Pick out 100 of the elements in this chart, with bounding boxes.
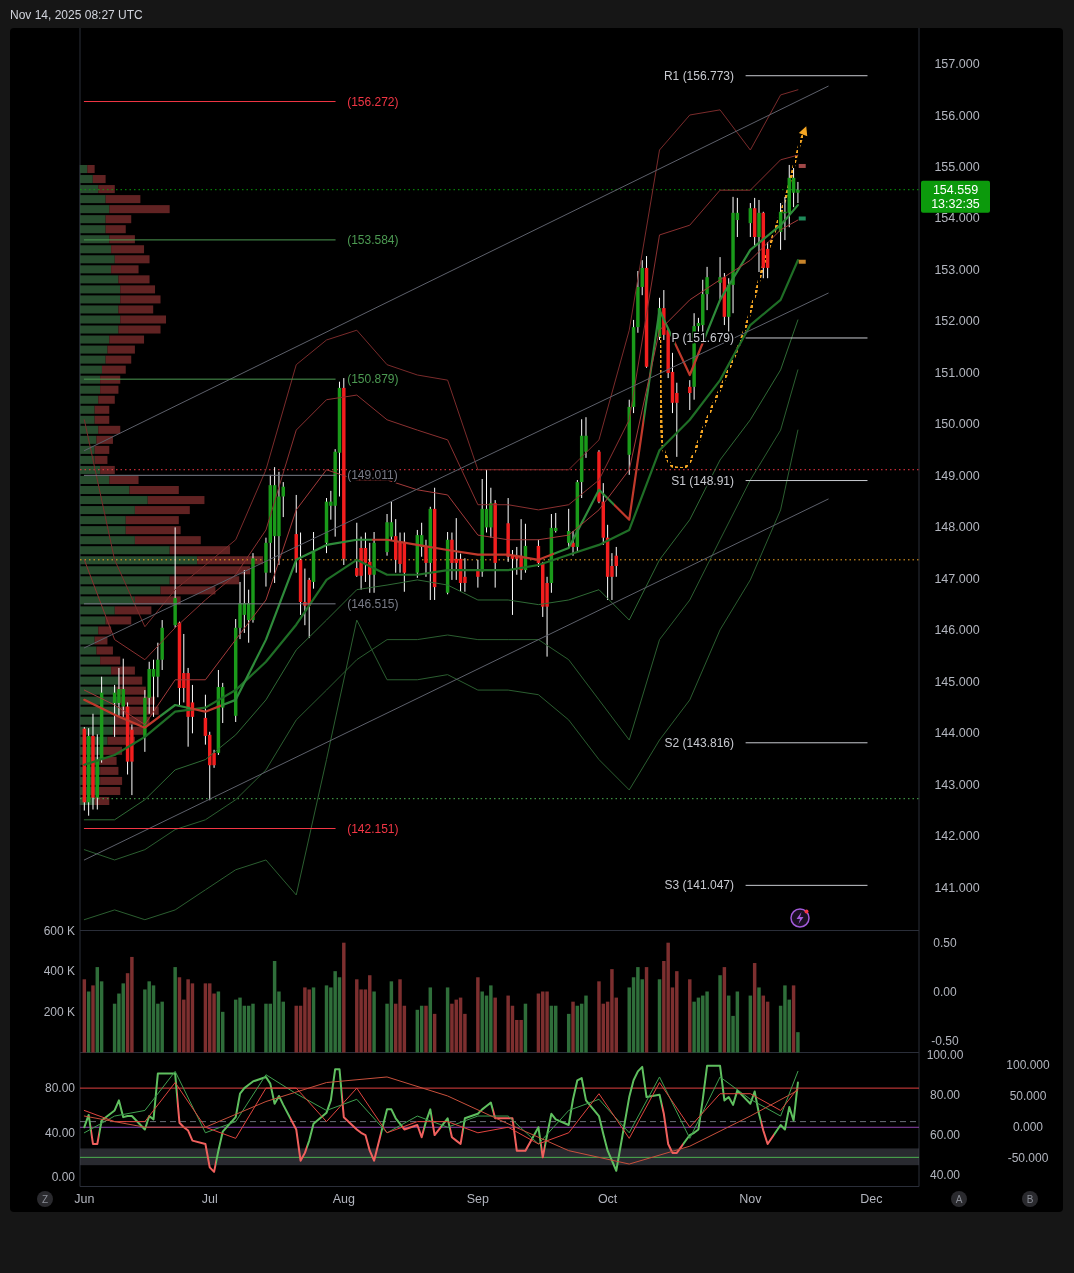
bar xyxy=(98,786,121,795)
bar xyxy=(80,205,110,214)
bar xyxy=(480,991,484,1053)
x-tick-label: Jun xyxy=(74,1192,95,1206)
bar xyxy=(92,175,106,184)
bar xyxy=(636,967,640,1053)
bar xyxy=(238,997,242,1053)
text: Nov 14, 2025 08:27 UTC xyxy=(10,8,144,22)
y-tick-label: 142.000 xyxy=(934,829,980,844)
bar xyxy=(796,1032,800,1053)
y-tick-label: 147.000 xyxy=(934,571,980,586)
y3-tick-label: 50.000 xyxy=(1009,1089,1047,1104)
round-button: A xyxy=(951,1191,967,1207)
line-series xyxy=(83,1064,799,1173)
y-tick-label: 157.000 xyxy=(934,57,980,72)
bar xyxy=(105,355,132,364)
bar xyxy=(80,165,88,174)
series-label: S3 (141.047) xyxy=(664,878,735,893)
bar xyxy=(80,345,108,354)
line-series xyxy=(83,154,799,661)
bar xyxy=(692,1001,696,1053)
bar xyxy=(80,536,135,545)
x-tick-label: Oct xyxy=(597,1192,618,1206)
bar xyxy=(80,385,101,394)
y2-tick-label: 60.00 xyxy=(929,1128,961,1143)
bar xyxy=(130,956,134,1053)
candlestick xyxy=(355,522,359,578)
y3-tick-label: -50.000 xyxy=(1007,1151,1049,1166)
bar xyxy=(80,295,121,304)
bar xyxy=(80,305,119,314)
bar xyxy=(118,305,154,314)
bar xyxy=(666,942,670,1053)
bar xyxy=(80,425,99,434)
bar xyxy=(129,486,179,495)
bar xyxy=(80,355,106,364)
x-tick-label: Aug xyxy=(332,1192,355,1206)
bar xyxy=(94,445,110,454)
bar xyxy=(175,566,251,575)
y-tick-label: 600 K xyxy=(43,923,75,938)
bar xyxy=(476,977,480,1053)
candlestick xyxy=(156,642,160,698)
y-tick-label: 153.000 xyxy=(934,262,980,277)
bar xyxy=(80,586,161,595)
bar xyxy=(80,285,121,294)
bar xyxy=(355,979,359,1053)
round-button: B xyxy=(1022,1191,1038,1207)
series-label: (153.584) xyxy=(347,232,399,247)
bar xyxy=(105,225,126,234)
round-button: Z xyxy=(37,1191,53,1207)
y3-tick-label: 0.000 xyxy=(1012,1120,1044,1135)
bar xyxy=(98,425,121,434)
y-tick-label: 145.000 xyxy=(934,674,980,689)
candlestick xyxy=(398,532,402,574)
bar xyxy=(80,646,97,655)
bar xyxy=(333,971,337,1053)
bar xyxy=(489,985,493,1053)
bar xyxy=(120,315,167,324)
bar xyxy=(80,546,170,555)
bar xyxy=(111,245,145,254)
bar xyxy=(98,395,115,404)
series-label: R1 (156.773) xyxy=(663,68,735,83)
bar xyxy=(186,979,190,1053)
bar xyxy=(101,365,126,374)
candlestick xyxy=(476,559,480,589)
line-series xyxy=(83,1076,799,1165)
bar xyxy=(80,395,99,404)
y2-tick-label: 0.50 xyxy=(933,936,957,951)
bar xyxy=(134,506,190,515)
bar xyxy=(98,185,115,194)
bar xyxy=(120,285,156,294)
bar xyxy=(571,1001,575,1053)
bar xyxy=(493,997,497,1053)
bar xyxy=(91,985,95,1053)
candlestick xyxy=(117,667,121,718)
series-label: (150.879) xyxy=(347,372,399,387)
bar xyxy=(147,981,151,1053)
bar xyxy=(718,975,722,1053)
bar xyxy=(100,656,121,665)
bar xyxy=(125,526,181,535)
bar xyxy=(120,295,161,304)
series-label: (156.272) xyxy=(347,94,399,109)
bar xyxy=(80,195,106,204)
y-tick-label: 152.000 xyxy=(934,314,980,329)
y2-tick-label: -0.50 xyxy=(931,1033,959,1048)
y-tick-label: 146.000 xyxy=(934,623,980,638)
bar xyxy=(80,315,121,324)
bar xyxy=(80,486,130,495)
bar xyxy=(105,195,141,204)
bar xyxy=(87,165,95,174)
bar xyxy=(80,265,112,274)
candlestick xyxy=(424,539,428,578)
y-tick-label: 141.000 xyxy=(934,880,980,895)
bar xyxy=(118,325,161,334)
candlestick xyxy=(705,266,709,311)
y-tick-label: 151.000 xyxy=(934,365,980,380)
y-tick-label: 154.000 xyxy=(934,211,980,226)
bar xyxy=(100,766,119,775)
y-tick-label: 143.000 xyxy=(934,777,980,792)
bar xyxy=(96,646,113,655)
bar xyxy=(80,405,95,414)
